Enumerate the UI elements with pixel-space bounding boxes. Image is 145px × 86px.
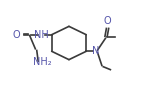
Text: O: O (13, 30, 20, 40)
Text: O: O (104, 16, 111, 26)
Text: N: N (93, 46, 100, 56)
Text: NH: NH (34, 30, 49, 40)
Text: NH₂: NH₂ (33, 57, 52, 67)
